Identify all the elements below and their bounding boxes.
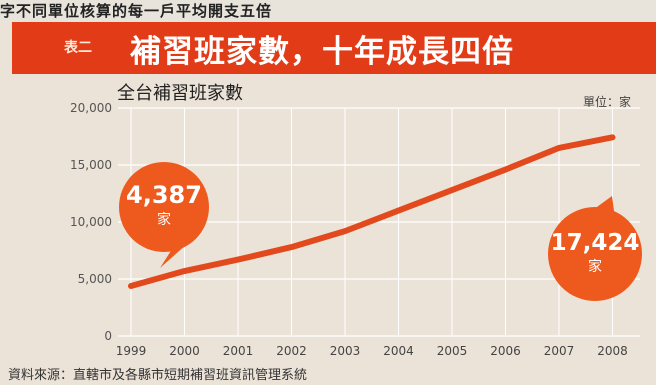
- y-tick-label: 0: [104, 329, 112, 343]
- title-banner: 表二 補習班家數，十年成長四倍: [12, 22, 656, 74]
- callout-bubble: 4,387 家: [119, 162, 209, 268]
- chart-title: 補習班家數，十年成長四倍: [130, 34, 514, 70]
- data-point: [291, 246, 292, 248]
- x-tick-label: 2007: [544, 344, 575, 358]
- callout-layer: 4,387 家 17,424 家: [119, 162, 642, 301]
- y-tick-label: 20,000: [70, 101, 112, 115]
- data-point: [237, 259, 239, 261]
- callout-circle: [119, 162, 209, 252]
- top-strip-text: 字不同單位核算的每一戶平均開支五倍: [0, 0, 656, 22]
- callout-value: 4,387: [126, 181, 202, 209]
- y-tick-label: 15,000: [70, 158, 112, 172]
- y-tick-label: 10,000: [70, 215, 112, 229]
- x-tick-label: 2001: [223, 344, 254, 358]
- y-axis: 0 5,000 10,000 15,000 20,000: [70, 101, 112, 343]
- data-point: [344, 230, 346, 232]
- table-label: 表二: [64, 40, 92, 56]
- x-tick-label: 2008: [597, 344, 628, 358]
- data-point: [130, 285, 132, 287]
- callout-bubble: 17,424 家: [548, 196, 642, 301]
- x-tick-label: 2004: [383, 344, 414, 358]
- x-tick-label: 2000: [169, 344, 200, 358]
- callout-unit: 家: [588, 258, 602, 275]
- callout-unit: 家: [157, 211, 171, 228]
- series-line: [128, 134, 616, 289]
- x-tick-label: 2005: [437, 344, 468, 358]
- data-point: [184, 270, 185, 272]
- data-point: [451, 189, 453, 191]
- x-tick-label: 2006: [490, 344, 521, 358]
- data-point: [398, 210, 399, 212]
- x-tick-label: 1999: [116, 344, 147, 358]
- data-point: [612, 136, 613, 138]
- x-tick-label: 2003: [330, 344, 361, 358]
- x-axis: 1999 2000 2001 2002 2003 2004 2005 2006 2007 2008: [116, 344, 628, 358]
- data-point: [558, 147, 560, 149]
- y-tick-label: 5,000: [78, 272, 112, 286]
- callout-circle: [548, 207, 642, 301]
- source-note: 資料來源：直轄市及各縣市短期補習班資訊管理系統: [8, 368, 308, 383]
- unit-label: 單位：家: [583, 95, 632, 109]
- x-tick-label: 2002: [276, 344, 307, 358]
- chart-subtitle: 全台補習班家數: [117, 83, 243, 104]
- callout-value: 17,424: [551, 230, 640, 256]
- series-layer: [128, 134, 616, 289]
- data-point: [505, 169, 506, 171]
